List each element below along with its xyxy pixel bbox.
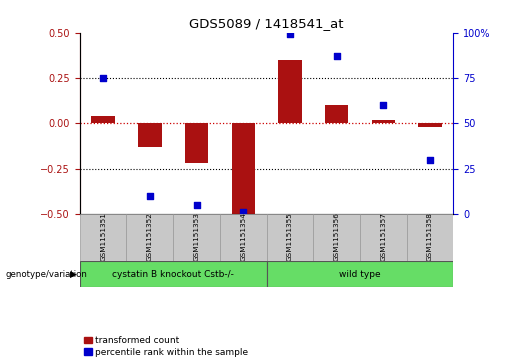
Text: GSM1151353: GSM1151353 (194, 212, 199, 261)
Bar (325, 105, 348, 123)
Bar (80, 261, 267, 287)
Point (193, 202, 201, 208)
Legend: transformed count, percentile rank within the sample: transformed count, percentile rank withi… (84, 336, 248, 357)
Point (286, 32, 294, 37)
Bar (92, 116, 115, 123)
Text: cystatin B knockout Cstb-/-: cystatin B knockout Cstb-/- (112, 270, 234, 278)
Bar (127, 214, 173, 261)
Bar (220, 214, 267, 261)
Title: GDS5089 / 1418541_at: GDS5089 / 1418541_at (189, 17, 344, 30)
Bar (138, 123, 162, 147)
Point (332, 53, 340, 59)
Point (146, 193, 154, 199)
Bar (360, 214, 406, 261)
Text: genotype/variation: genotype/variation (5, 270, 87, 278)
Text: GSM1151355: GSM1151355 (287, 212, 293, 261)
Text: ▶: ▶ (70, 270, 77, 278)
Bar (406, 214, 453, 261)
Bar (232, 123, 255, 214)
Bar (267, 214, 313, 261)
Bar (278, 60, 301, 123)
Bar (80, 214, 127, 261)
Text: GSM1151358: GSM1151358 (427, 212, 433, 261)
Text: GSM1151351: GSM1151351 (100, 212, 106, 261)
Bar (173, 214, 220, 261)
Point (99, 75, 107, 81)
Text: GSM1151352: GSM1151352 (147, 212, 153, 261)
Bar (267, 261, 453, 287)
Text: wild type: wild type (339, 270, 381, 278)
Text: GSM1151357: GSM1151357 (380, 212, 386, 261)
Bar (371, 120, 395, 123)
Bar (313, 214, 360, 261)
Text: GSM1151356: GSM1151356 (334, 212, 339, 261)
Bar (185, 123, 208, 163)
Point (426, 157, 434, 163)
Text: GSM1151354: GSM1151354 (240, 212, 246, 261)
Bar (418, 123, 441, 127)
Point (379, 102, 387, 108)
Point (239, 209, 247, 215)
